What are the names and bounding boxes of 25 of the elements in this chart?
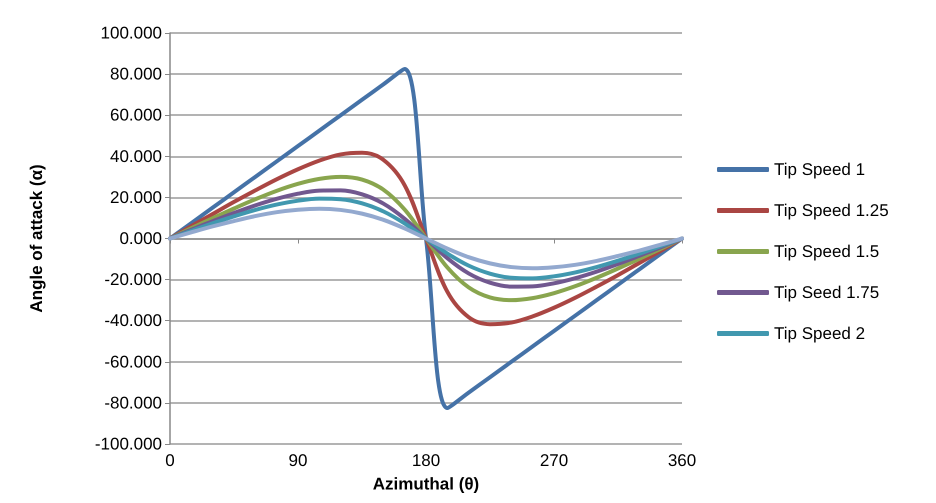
legend-label: Tip Speed 1.5	[774, 242, 880, 261]
line-series	[168, 66, 684, 410]
x-axis-title: Azimuthal (θ)	[372, 474, 480, 494]
legend-label: Tip Seed 1.75	[774, 283, 880, 302]
y-tick-label: -20.000	[104, 270, 162, 290]
x-tick-label: 270	[540, 451, 568, 470]
x-tick-label: 90	[288, 451, 308, 470]
y-tick-label: -60.000	[104, 352, 162, 372]
y-tick-label: -40.000	[104, 311, 162, 330]
x-tick-label: 180	[412, 451, 440, 470]
line-series	[168, 206, 684, 270]
y-tick-label: -100.000	[94, 434, 162, 454]
y-tick-label: -80.000	[104, 393, 162, 412]
legend-label: Tip Speed 1.25	[774, 201, 889, 220]
y-tick-label: 60.000	[110, 106, 162, 125]
y-axis-title: Angle of attack (α)	[27, 164, 46, 313]
y-tick-label: 0.000	[119, 229, 162, 248]
x-tick-label: 0	[165, 451, 175, 470]
x-tick-label: 360	[668, 451, 696, 470]
y-tick-label: 40.000	[110, 146, 162, 166]
y-tick-label: 100.000	[100, 24, 162, 42]
legend-label: Tip Speed 1	[774, 160, 866, 179]
y-tick-label: 20.000	[110, 188, 162, 207]
legend-label: Tip Speed 2	[774, 324, 866, 343]
y-tick-label: 80.000	[110, 64, 162, 84]
